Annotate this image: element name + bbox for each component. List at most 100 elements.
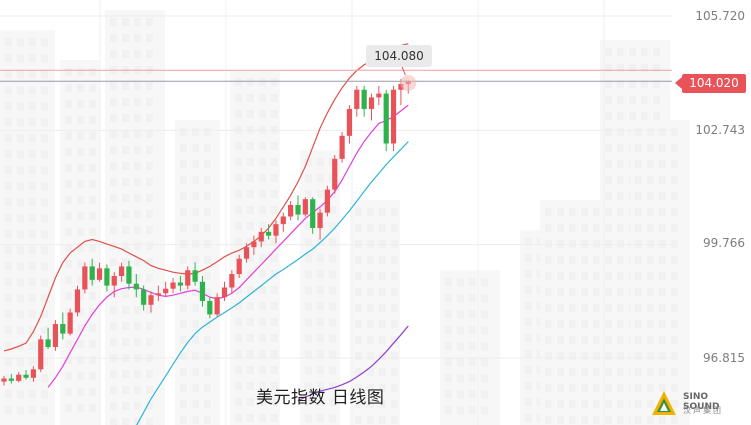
- watermark-window: [235, 158, 242, 166]
- watermark-window: [65, 116, 72, 124]
- watermark-window: [235, 110, 242, 118]
- watermark-window: [569, 384, 576, 392]
- watermark-window: [605, 352, 612, 360]
- watermark-window: [89, 68, 96, 76]
- watermark-window: [77, 132, 84, 140]
- watermark-window: [192, 304, 199, 312]
- watermark-window: [235, 190, 242, 198]
- watermark-window: [29, 406, 36, 414]
- watermark-window: [617, 336, 624, 344]
- watermark-window: [89, 372, 96, 380]
- watermark-window: [65, 148, 72, 156]
- watermark-window: [204, 416, 211, 424]
- watermark-window: [581, 352, 588, 360]
- watermark-window: [635, 368, 642, 376]
- watermark-window: [204, 160, 211, 168]
- watermark-window: [180, 304, 187, 312]
- watermark-window: [271, 78, 278, 86]
- watermark-window: [146, 210, 153, 218]
- watermark-window: [367, 224, 374, 232]
- watermark-window: [617, 320, 624, 328]
- watermark-window: [41, 246, 48, 254]
- watermark-window: [635, 176, 642, 184]
- watermark-window: [569, 256, 576, 264]
- watermark-window: [545, 240, 552, 248]
- watermark-window: [581, 400, 588, 408]
- watermark-window: [617, 80, 624, 88]
- watermark-window: [77, 164, 84, 172]
- watermark-window: [259, 334, 266, 342]
- watermark-window: [204, 336, 211, 344]
- watermark-window: [180, 368, 187, 376]
- watermark-window: [617, 416, 624, 424]
- watermark-window: [617, 368, 624, 376]
- watermark-window: [469, 326, 476, 334]
- watermark-window: [192, 336, 199, 344]
- candle-body: [295, 204, 301, 215]
- watermark-window: [481, 342, 488, 350]
- watermark-window: [671, 240, 678, 248]
- watermark-window: [469, 294, 476, 302]
- watermark-window: [647, 192, 654, 200]
- watermark-window: [146, 178, 153, 186]
- watermark-window: [204, 128, 211, 136]
- watermark-window: [5, 70, 12, 78]
- watermark-window: [247, 398, 254, 406]
- watermark-window: [671, 144, 678, 152]
- watermark-window: [569, 288, 576, 296]
- watermark-window: [192, 144, 199, 152]
- watermark-window: [569, 224, 576, 232]
- watermark-window: [671, 400, 678, 408]
- watermark-window: [77, 100, 84, 108]
- watermark-window: [379, 368, 386, 376]
- watermark-window: [457, 374, 464, 382]
- candle-body: [251, 241, 257, 248]
- watermark-window: [605, 128, 612, 136]
- watermark-window: [545, 416, 552, 424]
- watermark-window: [77, 340, 84, 348]
- watermark-window: [525, 254, 532, 262]
- watermark-window: [617, 384, 624, 392]
- watermark-window: [391, 240, 398, 248]
- watermark-window: [367, 208, 374, 216]
- watermark-window: [355, 416, 362, 424]
- watermark-window: [367, 288, 374, 296]
- watermark-window: [593, 336, 600, 344]
- watermark-window: [481, 406, 488, 414]
- watermark-window: [110, 306, 117, 314]
- watermark-window: [89, 228, 96, 236]
- watermark-window: [146, 402, 153, 410]
- candle-body: [332, 158, 338, 190]
- watermark-window: [305, 414, 312, 422]
- watermark-window: [271, 366, 278, 374]
- watermark-window: [89, 196, 96, 204]
- watermark-window: [593, 320, 600, 328]
- watermark-window: [305, 302, 312, 310]
- candle-body: [23, 374, 29, 378]
- logo-icon: [652, 391, 676, 415]
- watermark-window: [17, 214, 24, 222]
- watermark-window: [247, 78, 254, 86]
- watermark-window: [581, 208, 588, 216]
- watermark-window: [259, 222, 266, 230]
- watermark-window: [391, 304, 398, 312]
- watermark-window: [122, 194, 129, 202]
- watermark-window: [557, 240, 564, 248]
- watermark-window: [581, 288, 588, 296]
- watermark-window: [629, 112, 636, 120]
- watermark-window: [110, 50, 117, 58]
- watermark-window: [146, 226, 153, 234]
- watermark-window: [146, 306, 153, 314]
- watermark-window: [617, 304, 624, 312]
- moving-average-lines: [3, 43, 409, 425]
- watermark-window: [617, 272, 624, 280]
- watermark-window: [122, 242, 129, 250]
- watermark-window: [5, 134, 12, 142]
- watermark-window: [557, 384, 564, 392]
- watermark-window: [641, 48, 648, 56]
- watermark-window: [653, 112, 660, 120]
- watermark-window: [355, 208, 362, 216]
- watermark-window: [481, 310, 488, 318]
- watermark-window: [525, 398, 532, 406]
